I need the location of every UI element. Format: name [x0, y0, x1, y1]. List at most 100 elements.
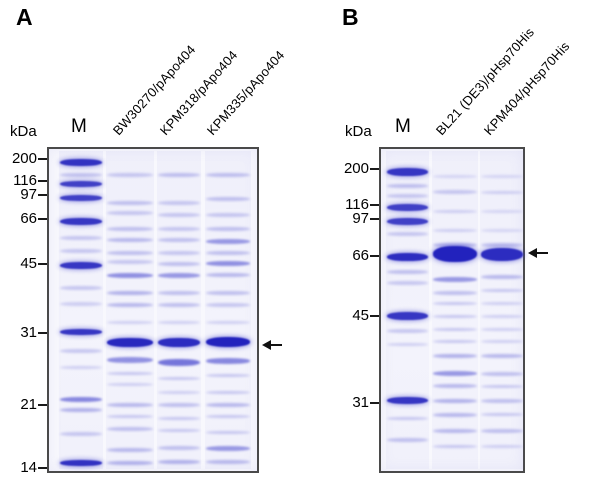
protein-band — [107, 415, 153, 419]
lane-label: KPM404/pHsp70His — [480, 38, 573, 138]
protein-band — [433, 354, 477, 359]
marker-tick — [370, 254, 379, 257]
protein-band — [206, 261, 250, 267]
protein-band — [433, 428, 477, 433]
protein-band — [107, 211, 153, 215]
marker-lane-label-a: M — [71, 116, 87, 137]
protein-band — [158, 173, 200, 178]
protein-band — [206, 402, 250, 407]
protein-band — [433, 277, 477, 283]
protein-band — [158, 201, 200, 206]
protein-band — [158, 303, 200, 308]
protein-band — [433, 209, 477, 213]
marker-tick — [370, 204, 379, 207]
protein-band — [60, 408, 102, 413]
protein-band — [387, 280, 428, 285]
protein-band — [107, 372, 153, 376]
protein-band — [60, 173, 102, 178]
protein-band — [107, 383, 153, 387]
protein-band — [60, 285, 102, 290]
protein-band — [107, 321, 153, 325]
protein-band — [481, 327, 523, 331]
panel-b-label: B — [342, 4, 359, 30]
gel-lane-bl21-de3-phsp70his — [432, 151, 478, 469]
protein-band — [60, 329, 102, 336]
protein-band — [107, 260, 153, 265]
protein-band — [387, 183, 428, 188]
protein-band — [60, 349, 102, 354]
protein-band — [158, 376, 200, 380]
protein-band — [387, 438, 428, 443]
protein-band — [158, 272, 200, 278]
marker-value-116kda: 116 — [345, 196, 369, 214]
protein-band — [433, 190, 477, 195]
protein-band — [158, 261, 200, 266]
marker-value-45kda: 45 — [352, 306, 369, 324]
marker-tick — [370, 401, 379, 404]
protein-band — [433, 412, 477, 417]
gel-lane-kpm404-phsp70his — [480, 151, 524, 469]
protein-band — [481, 274, 523, 279]
protein-band — [433, 445, 477, 449]
protein-band — [387, 168, 428, 177]
protein-band — [481, 242, 523, 247]
protein-band — [387, 269, 428, 274]
band-pointer-arrow-b — [528, 247, 548, 258]
protein-band — [433, 371, 477, 377]
protein-band — [206, 337, 250, 348]
panel-a-label: A — [16, 4, 33, 30]
protein-band — [433, 327, 477, 331]
protein-band — [158, 358, 200, 366]
protein-band — [433, 314, 477, 318]
marker-tick — [38, 331, 47, 334]
protein-band — [107, 238, 153, 243]
protein-band — [158, 226, 200, 231]
protein-band — [158, 402, 200, 407]
protein-band — [433, 340, 477, 344]
protein-band — [158, 460, 200, 464]
gel-lane-m — [59, 151, 103, 469]
protein-band — [481, 190, 523, 194]
protein-band — [387, 217, 428, 225]
marker-value-97kda: 97 — [20, 185, 37, 203]
protein-band — [481, 302, 523, 306]
protein-band — [107, 272, 153, 278]
protein-band — [158, 250, 200, 255]
protein-band — [158, 321, 200, 325]
marker-tick — [370, 314, 379, 317]
marker-value-66kda: 66 — [20, 210, 37, 228]
arrow-head-icon — [262, 339, 271, 350]
protein-band — [107, 402, 153, 407]
protein-band — [481, 174, 523, 178]
protein-band — [60, 365, 102, 369]
gel-lane-bw30270-papo404 — [106, 151, 154, 469]
protein-band — [206, 321, 250, 325]
gel-image-b — [379, 147, 525, 473]
protein-band — [158, 416, 200, 420]
kda-unit-label-b: kDa — [345, 123, 372, 140]
protein-band — [158, 290, 200, 295]
marker-tick — [38, 263, 47, 266]
protein-band — [158, 337, 200, 347]
protein-band — [206, 212, 250, 217]
marker-value-66kda: 66 — [352, 246, 369, 264]
marker-tick — [38, 218, 47, 221]
protein-band — [481, 354, 523, 359]
protein-band — [107, 427, 153, 432]
marker-value-97kda: 97 — [352, 210, 369, 228]
marker-tick — [370, 218, 379, 221]
protein-band — [206, 273, 250, 278]
protein-band — [60, 261, 102, 269]
marker-tick — [38, 193, 47, 196]
marker-value-116kda: 116 — [13, 171, 37, 189]
protein-band — [206, 357, 250, 364]
protein-band — [433, 246, 477, 263]
protein-band — [158, 212, 200, 217]
protein-band — [107, 201, 153, 206]
marker-value-200kda: 200 — [11, 150, 37, 168]
protein-band — [158, 238, 200, 243]
protein-band — [206, 460, 250, 464]
protein-band — [481, 209, 523, 213]
protein-band — [206, 391, 250, 395]
marker-lane-label-b: M — [395, 116, 411, 137]
